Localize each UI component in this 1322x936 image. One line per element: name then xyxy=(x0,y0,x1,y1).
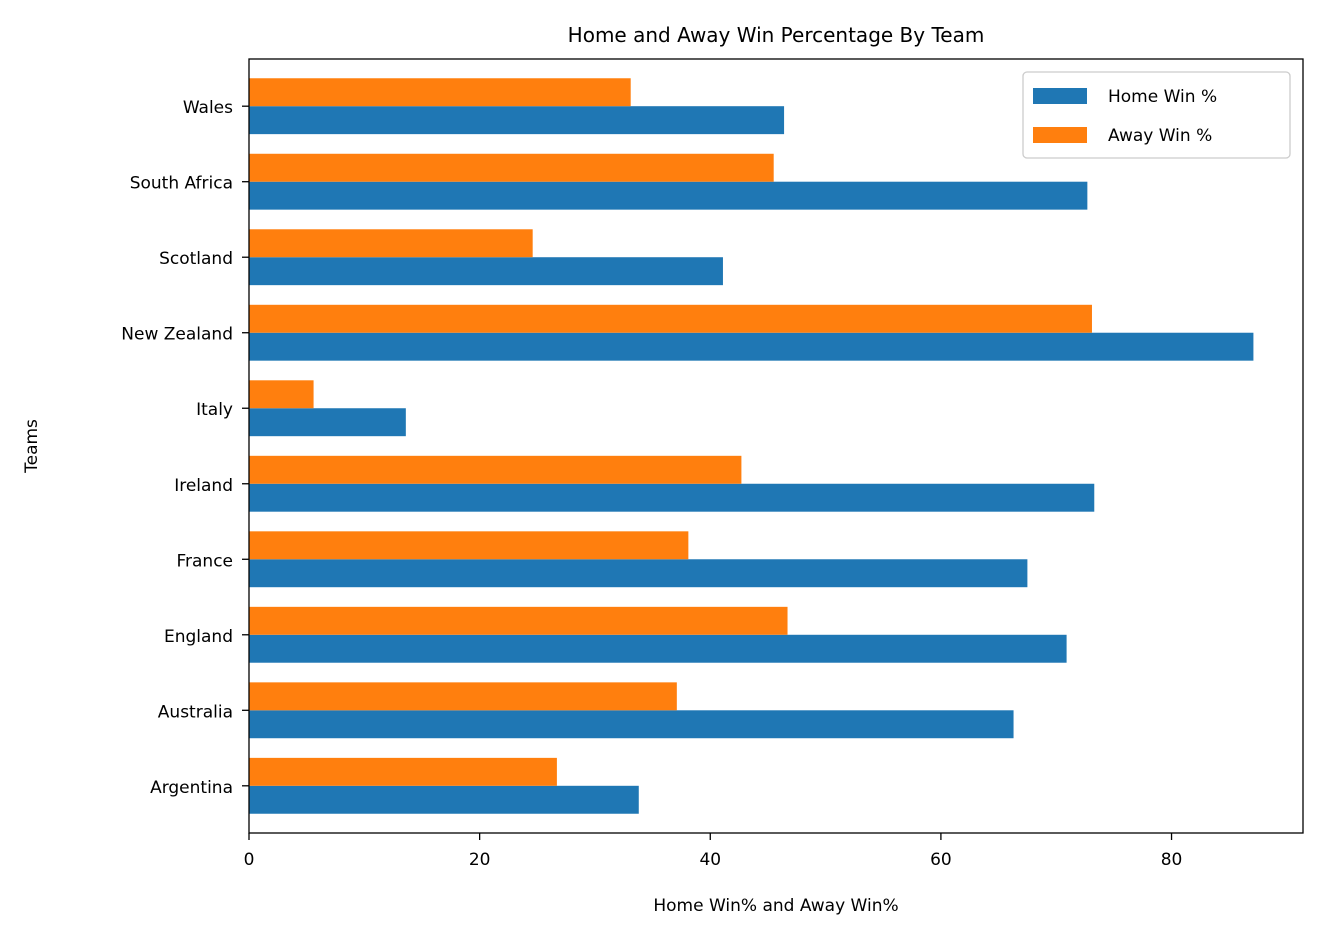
bar-home-australia xyxy=(249,710,1014,739)
plot-frame xyxy=(248,58,1304,834)
bar-away-scotland xyxy=(249,229,533,258)
bar-home-france xyxy=(249,559,1028,588)
legend-swatch xyxy=(1033,127,1087,143)
bar-home-south-africa xyxy=(249,181,1088,210)
bar-home-wales xyxy=(249,106,785,135)
y-tick-label: New Zealand xyxy=(121,325,233,345)
chart-title: Home and Away Win Percentage By Team xyxy=(568,23,985,47)
x-tick-label: 20 xyxy=(469,850,491,870)
legend: Home Win % Away Win % xyxy=(1022,71,1291,159)
y-tick-label: England xyxy=(164,627,233,647)
bar-home-italy xyxy=(249,408,406,437)
bar-home-ireland xyxy=(249,483,1095,512)
legend-label: Home Win % xyxy=(1108,87,1217,107)
y-tick-label: France xyxy=(176,551,233,571)
y-tick-label: Italy xyxy=(196,400,233,420)
legend-label: Away Win % xyxy=(1108,126,1212,146)
bar-home-argentina xyxy=(249,785,639,814)
bar-home-new-zealand xyxy=(249,332,1254,361)
bar-away-france xyxy=(249,531,689,560)
bar-away-south-africa xyxy=(249,153,774,182)
y-tick-label: Australia xyxy=(158,702,233,722)
x-tick-label: 60 xyxy=(930,850,952,870)
x-tick-label: 0 xyxy=(244,850,255,870)
y-tick-label: South Africa xyxy=(130,174,233,194)
legend-box xyxy=(1022,71,1291,159)
bar-home-scotland xyxy=(249,257,723,286)
y-tick-label: Wales xyxy=(183,98,233,118)
x-axis-label: Home Win% and Away Win% xyxy=(653,896,898,916)
bar-away-new-zealand xyxy=(249,304,1092,333)
x-tick-label: 80 xyxy=(1161,850,1183,870)
x-tick-label: 40 xyxy=(699,850,721,870)
y-tick-label: Argentina xyxy=(150,778,233,798)
bar-away-ireland xyxy=(249,455,742,484)
plot-area: Argentina Australia England France Ireland It… xyxy=(121,78,1254,870)
bar-away-italy xyxy=(249,380,314,409)
bar-home-england xyxy=(249,634,1067,663)
legend-swatch xyxy=(1033,88,1087,104)
bar-away-england xyxy=(249,606,788,635)
y-tick-label: Scotland xyxy=(159,249,233,269)
y-tick-label: Ireland xyxy=(174,476,233,496)
y-axis-label: Teams xyxy=(22,419,42,474)
bar-away-wales xyxy=(249,78,631,107)
bar-away-australia xyxy=(249,682,677,711)
bar-away-argentina xyxy=(249,757,557,786)
